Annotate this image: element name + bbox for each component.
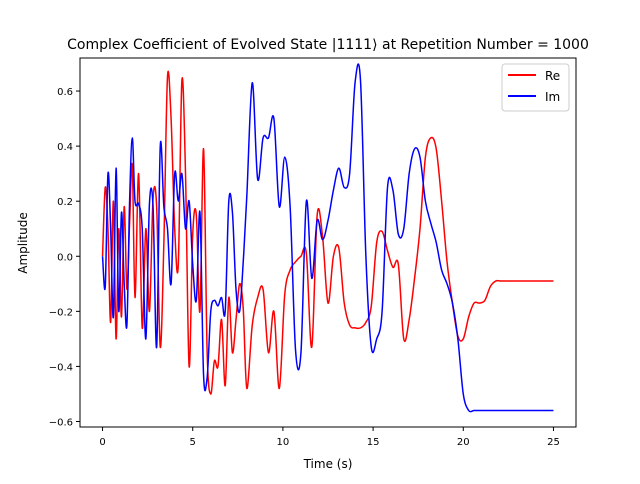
y-tick-label: −0.2 [49,307,73,318]
y-axis: −0.6 −0.4 −0.2 0.0 0.2 0.4 0.6 [49,87,80,428]
y-tick-label: −0.6 [49,417,73,428]
y-tick-label: 0.2 [57,197,73,208]
x-tick-label: 0 [99,437,105,448]
x-tick-label: 25 [547,437,560,448]
x-tick-label: 10 [277,437,290,448]
y-tick-label: 0.6 [57,87,73,98]
y-tick-label: 0.0 [57,252,73,263]
legend-label-re: Re [545,69,560,83]
x-axis-label: Time (s) [303,457,353,471]
plot-area-frame [79,57,577,428]
x-axis: 0 5 10 15 20 25 [99,427,560,448]
chart-title: Complex Coefficient of Evolved State |11… [67,37,589,53]
y-axis-label: Amplitude [16,212,30,274]
y-tick-label: 0.4 [57,142,73,153]
x-tick-label: 15 [367,437,380,448]
plot-area-background [80,58,576,427]
series-layer [101,63,554,413]
legend-label-im: Im [545,90,560,104]
y-tick-label: −0.4 [49,362,73,373]
x-tick-label: 20 [457,437,470,448]
legend: Re Im [501,63,570,112]
x-tick-label: 5 [190,437,196,448]
series-line-im [101,63,554,413]
